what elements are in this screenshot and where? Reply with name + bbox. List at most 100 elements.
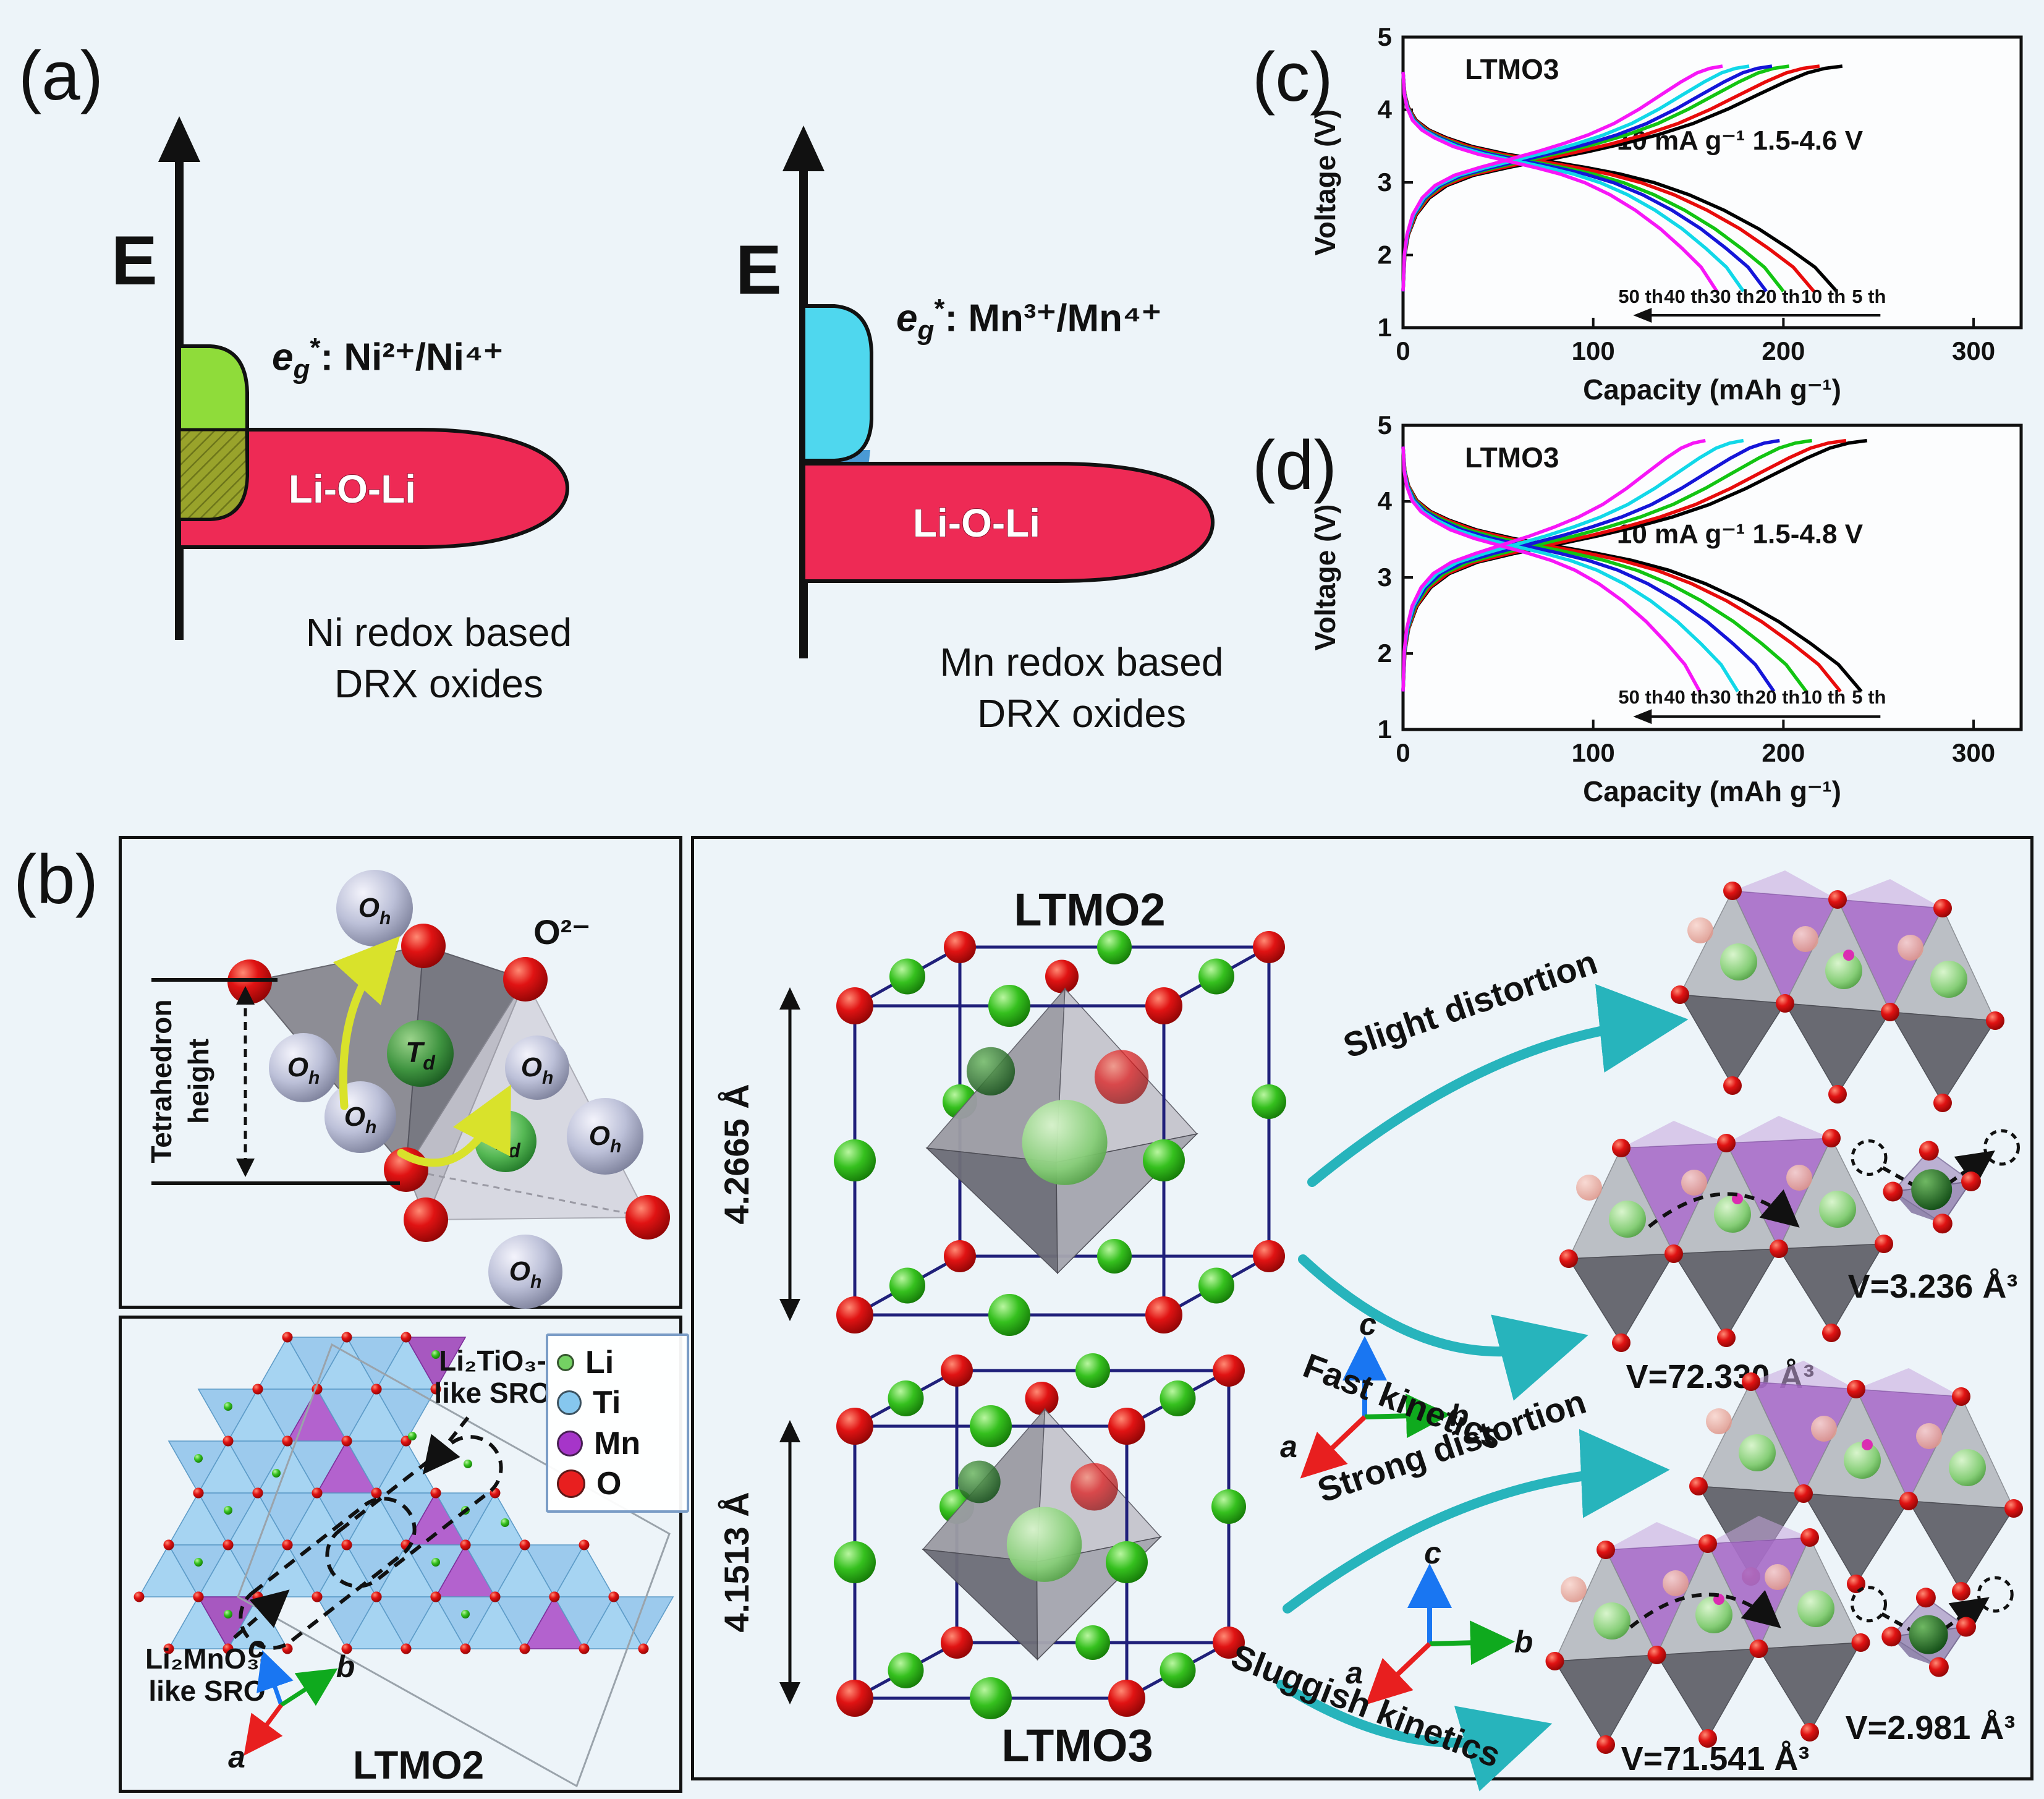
ni-caption-line1: Ni redox based	[305, 610, 572, 655]
legend-item-o: O	[557, 1465, 678, 1503]
chart-c-plot-frame	[1401, 35, 2023, 330]
li-hop-arrow-icon	[333, 936, 401, 1110]
b-axis-arrow-icon	[280, 1668, 338, 1707]
energy-axis-arrowhead-icon	[158, 116, 200, 162]
dimension-arrow-down-icon	[779, 1299, 800, 1321]
band-diagram-mn-svg: E Li-O-Li	[736, 125, 1215, 658]
legend: Li Ti Mn O	[546, 1333, 689, 1513]
ltmo3-lattice-parameter: 4.1513 Å	[717, 1492, 756, 1632]
energy-axis-arrowhead-icon	[782, 125, 825, 171]
chart-d-cycle-label: 5 th	[1852, 686, 1886, 708]
chart-c-xtick-label: 300	[1952, 336, 1995, 365]
ltmo3-unit-cell	[834, 1353, 1246, 1719]
mn-caption-line1: Mn redox based	[939, 640, 1224, 684]
chart-d-ytick-label: 5	[1378, 410, 1392, 440]
band-diagram-ni-svg: E Li-O-Li	[111, 116, 570, 640]
li-hop-dashed-arrow-icon	[1648, 1189, 1800, 1228]
chart-d-cycle-label: 50 th	[1618, 686, 1663, 708]
chart-d-ytick-label: 1	[1378, 715, 1392, 744]
c-axis-label: c	[1424, 1536, 1441, 1570]
tio3-arrow-icon	[422, 1416, 470, 1475]
tetrahedron-height-label: height	[182, 1039, 214, 1124]
chart-d-cycle-label: 10 th	[1801, 686, 1846, 708]
li2mno3-sro-label-line2: like SRO	[148, 1675, 265, 1707]
vacancy-site-icon	[1851, 1139, 1888, 1176]
panel-c-label: (c)	[1252, 38, 1333, 116]
chart-d-cycle-label: 20 th	[1755, 686, 1800, 708]
li-swatch-icon	[557, 1353, 574, 1371]
mn-caption-line2: DRX oxides	[977, 691, 1186, 736]
b-axis-arrow-icon	[1364, 1393, 1451, 1439]
chart-d-ytick-label: 3	[1378, 563, 1392, 592]
vacancy-site-icon	[1977, 1576, 2014, 1613]
li-hop-dashed-arrow-icon	[1944, 1597, 1990, 1634]
mn-label: Mn	[594, 1425, 641, 1461]
li-o-li-band	[802, 462, 1215, 583]
a-axis-arrow-icon	[1365, 1642, 1431, 1705]
sluggish-tet-volume-label: V=2.981 Å³	[1846, 1709, 2016, 1746]
sluggish-slab-volume-label: V=71.541 Å³	[1621, 1740, 1810, 1777]
chart-d-annotation: 10 mA g⁻¹ 1.5-4.8 V	[1617, 519, 1864, 550]
sluggish-li-tetrahedron	[1851, 1576, 2014, 1677]
chart-c-xtick-label: 200	[1762, 336, 1805, 365]
sro-dashed-outline-2	[239, 1497, 417, 1650]
chart-d-xlabel: Capacity (mAh g⁻¹)	[1583, 775, 1841, 807]
b-axis-arrow-icon	[1429, 1620, 1515, 1665]
dimension-arrow-up-icon	[779, 1420, 800, 1442]
dimension-arrow-down-icon	[779, 1682, 800, 1704]
c-axis-label: c	[248, 1630, 265, 1664]
eg-mn-label: eg*: Mn³⁺/Mn⁴⁺	[896, 294, 1161, 346]
chart-d-xtick-label: 100	[1572, 738, 1615, 767]
chart-c-xtick-label: 0	[1396, 336, 1410, 365]
slight-distortion-arrow-icon	[1307, 984, 1689, 1187]
td-site-label: Td	[405, 1036, 436, 1074]
ltmo3-dimension: 4.1513 Å	[717, 1420, 800, 1704]
li-o-li-band	[177, 428, 570, 549]
chart-d-xtick-label: 300	[1952, 738, 1995, 767]
fast-tet-volume-label: V=3.236 Å³	[1848, 1268, 2018, 1305]
mn-swatch-icon	[557, 1430, 583, 1457]
ni-caption-line2: DRX oxides	[334, 661, 543, 707]
axes-triad: c b a	[228, 1630, 355, 1774]
c-axis-arrow-icon	[257, 1650, 294, 1706]
panel-b-label: (b)	[14, 841, 98, 918]
sro-structure-box: Li₂TiO₃- like SRO Li₂MnO₃- like SRO c b …	[119, 1316, 689, 1793]
tetrahedron-height-label: Tetrahedron	[145, 1000, 177, 1163]
eg-lioli-overlap-region	[177, 428, 249, 521]
li2tio3-sro-label-line2: like SRO	[434, 1377, 551, 1409]
strong-distortion-arrow-icon	[1283, 1429, 1670, 1614]
chart-c-discharge-curve-50th	[1401, 72, 1718, 292]
chart-d-xtick-label: 200	[1762, 738, 1805, 767]
li2mno3-sro-label-line1: Li₂MnO₃-	[145, 1643, 269, 1675]
ltmo2-unit-cell	[834, 930, 1286, 1336]
slight-distortion-slab	[1671, 870, 2004, 1112]
o-swatch-icon	[557, 1469, 585, 1499]
chart-c-ytick-label: 4	[1378, 95, 1393, 124]
li-hop-dashed-arrow-icon	[1948, 1150, 1995, 1188]
fast-kinetics-arrow-icon	[1298, 1254, 1588, 1401]
chart-c-charge-curve-50th	[1401, 64, 1723, 292]
li-label: Li	[585, 1344, 614, 1380]
chart-c-ylabel: Voltage (V)	[1309, 109, 1341, 256]
o-label: O	[596, 1466, 622, 1502]
eg-sup: *	[934, 294, 945, 324]
chart-d-xtick-label: 0	[1396, 738, 1410, 767]
dimension-arrow-up-icon	[779, 987, 800, 1010]
eg-sub: g	[293, 354, 310, 385]
eg-ni-label: eg*: Ni²⁺/Ni⁴⁺	[272, 333, 503, 385]
ti-swatch-icon	[557, 1390, 582, 1416]
chart-c-cycle-label: 30 th	[1710, 286, 1754, 307]
vacancy-site-icon	[1983, 1129, 2020, 1166]
li2tio3-sro-label-line1: Li₂TiO₃-	[439, 1345, 546, 1377]
b-axis-label: b	[336, 1649, 355, 1684]
chart-c-xtick-label: 100	[1572, 336, 1615, 365]
chart-c-svg: 5 4 3 2 10 100 200 300 Voltage (V) Capacity (mAh …	[1309, 22, 2023, 406]
chart-d-plot-frame	[1401, 423, 2023, 731]
chart-d-cycle-label: 40 th	[1664, 686, 1708, 708]
chart-c-ytick-label: 5	[1378, 22, 1392, 51]
oh-site-label: Oh	[358, 893, 391, 929]
tetrahedron-box: Oh Oh Oh Oh Oh Oh Td Td O²⁻ Tetrahedron height	[119, 836, 682, 1309]
structure-evolution-svg: LTMO2 4.2665 Å c b a Slight distortion F…	[717, 870, 2023, 1792]
chart-c-cycle-label: 5 th	[1852, 286, 1886, 307]
sluggish-kinetics-arrow-icon	[1276, 1680, 1553, 1792]
